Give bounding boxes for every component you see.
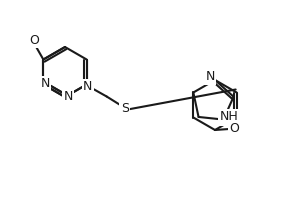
Text: O: O (229, 122, 239, 136)
Text: S: S (121, 102, 129, 115)
Text: N: N (83, 80, 92, 93)
Text: O: O (29, 34, 39, 47)
Text: NH: NH (219, 110, 238, 123)
Text: N: N (63, 90, 73, 104)
Text: N: N (205, 71, 215, 84)
Text: S: S (219, 112, 227, 125)
Text: N: N (41, 77, 50, 90)
